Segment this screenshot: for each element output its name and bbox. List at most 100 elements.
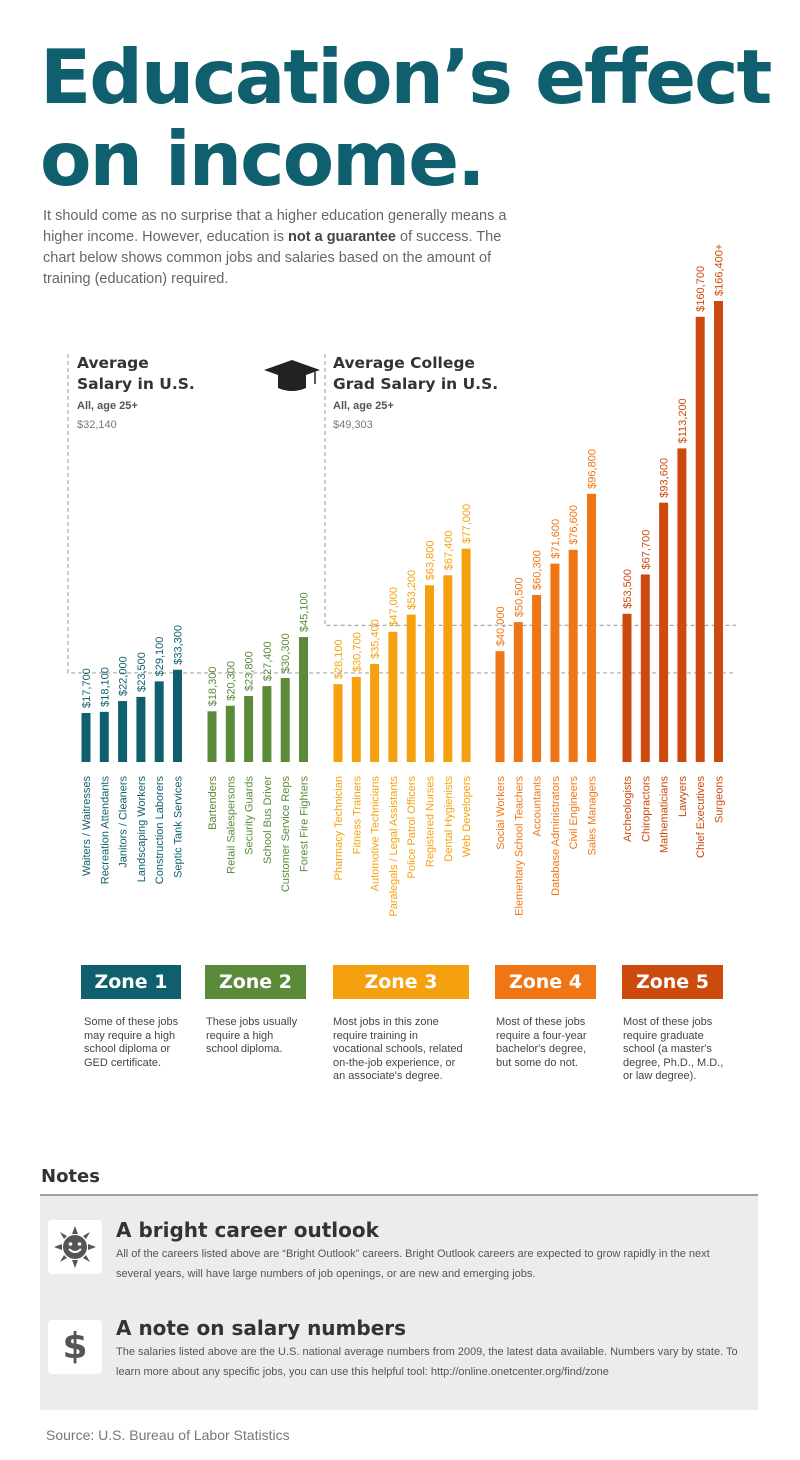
zone-1-description: Some of these jobs may require a high sc… — [84, 1016, 179, 1069]
job-label: Elementary School Teachers — [513, 776, 525, 916]
reference-lines — [67, 354, 736, 674]
bar-value-label: $33,300 — [173, 625, 185, 665]
bar — [173, 669, 182, 762]
bar — [568, 549, 578, 762]
job-label: Paralegals / Legal Assistants — [388, 776, 400, 917]
avg-salary-title: Average — [77, 354, 149, 372]
grad-salary-line — [324, 354, 736, 627]
job-label: School Bus Driver — [262, 776, 274, 864]
note-heading-salary: A note on salary numbers — [116, 1316, 407, 1340]
avg-salary-subtitle: All, age 25+ — [77, 400, 138, 412]
bar — [714, 301, 723, 762]
bar — [677, 448, 687, 762]
bar-value-label: $20,300 — [225, 661, 237, 701]
zone-4-description: Most of these jobs require a four-year b… — [496, 1016, 587, 1069]
bar — [587, 493, 596, 762]
job-label: Waiters / Waitresses — [81, 776, 93, 877]
job-label: Fitness Trainers — [351, 776, 363, 855]
bar-value-label: $23,800 — [244, 651, 256, 691]
notes-divider — [40, 1194, 758, 1196]
dollar-icon: $ — [48, 1320, 102, 1374]
page-title: Education’s effect on income. — [40, 33, 772, 203]
bar-value-label: $53,500 — [622, 569, 634, 609]
bar-value-label: $47,000 — [388, 587, 400, 627]
job-label: Archeologists — [622, 776, 634, 843]
grad-salary-title: Average College — [333, 354, 475, 372]
job-label: Landscaping Workers — [136, 776, 148, 883]
job-label: Web Developers — [461, 776, 473, 858]
avg-salary-title-line2: Salary in U.S. — [77, 375, 195, 393]
bar-value-label: $45,100 — [299, 592, 311, 632]
bar — [640, 574, 650, 762]
avg-salary-line — [67, 354, 736, 674]
job-label: Recreation Attendants — [99, 776, 111, 885]
bar-value-label: $17,700 — [81, 668, 93, 708]
job-label: Surgeons — [714, 776, 726, 824]
job-label: Social Workers — [495, 776, 507, 850]
zone-1-box: Zone 1 — [81, 965, 181, 999]
bar-value-label: $30,300 — [280, 633, 292, 673]
job-label: Registered Nurses — [425, 776, 437, 868]
zone-2-box: Zone 2 — [205, 965, 306, 999]
bar-value-label: $67,400 — [443, 531, 455, 571]
zone-3-box: Zone 3 — [333, 965, 469, 999]
notes-panel: A bright career outlook All of the caree… — [40, 1196, 758, 1410]
bar-value-label: $71,600 — [550, 519, 562, 559]
zone-5-box: Zone 5 — [622, 965, 723, 999]
bar — [333, 684, 343, 762]
job-label: Accountants — [532, 776, 544, 837]
bar — [406, 614, 416, 762]
job-label: Mathematicians — [659, 776, 671, 854]
bar-value-label: $76,600 — [568, 505, 580, 545]
grad-salary-title-line2: Grad Salary in U.S. — [333, 375, 498, 393]
job-label: Forest Fire Fighters — [299, 776, 311, 872]
sun-icon — [48, 1220, 102, 1274]
notes-title: Notes — [41, 1166, 100, 1187]
bar — [513, 622, 523, 762]
bar — [81, 712, 91, 762]
bar-value-label: $50,500 — [513, 577, 525, 617]
graduation-cap-icon — [264, 360, 320, 391]
bar-value-label: $60,300 — [532, 550, 544, 590]
source-note: Source: U.S. Bureau of Labor Statistics — [46, 1427, 290, 1443]
intro-text-end: of success. The chart below shows common… — [43, 229, 502, 287]
bar-value-label: $96,800 — [587, 449, 599, 489]
bars: $17,700 Waiters / Waitresses $18,100 Recrea… — [81, 244, 726, 917]
zone-5-description: Most of these jobs require graduate scho… — [623, 1016, 724, 1082]
bar-value-label: $40,000 — [495, 606, 507, 646]
bar — [622, 613, 632, 762]
title-line-1: Education’s effect — [40, 33, 772, 121]
bar — [299, 637, 308, 762]
bar — [99, 711, 109, 762]
title-line-2: on income. — [40, 115, 486, 203]
job-label: Chiropractors — [640, 776, 652, 843]
job-label: Security Guards — [244, 776, 256, 855]
bar-value-label: $166,400+ — [714, 244, 726, 296]
job-label: Dental Hygienists — [443, 776, 455, 862]
bar-value-label: $29,100 — [154, 637, 166, 677]
job-label: Construction Laborers — [154, 776, 166, 885]
note-text-salary: The salaries listed above are the U.S. n… — [116, 1346, 738, 1378]
avg-salary-value: $32,140 — [77, 419, 117, 431]
bar — [136, 696, 146, 762]
dollar-glyph: $ — [62, 1326, 88, 1367]
bar-value-label: $113,200 — [677, 398, 689, 443]
bar-value-label: $93,600 — [659, 458, 671, 498]
bar — [495, 651, 505, 762]
bar — [351, 676, 361, 762]
bar — [461, 548, 471, 762]
bar-value-label: $22,000 — [118, 656, 130, 696]
bar-value-label: $27,400 — [262, 641, 274, 681]
salary-bar-chart: Average Salary in U.S. All, age 25+ $32,… — [67, 244, 736, 917]
bar-value-label: $18,300 — [207, 667, 219, 707]
bar — [425, 585, 434, 762]
note-text-outlook: All of the careers listed above are “Bri… — [116, 1248, 710, 1280]
bar — [207, 711, 217, 762]
note-heading-outlook: A bright career outlook — [116, 1218, 379, 1242]
bar-value-label: $23,500 — [136, 652, 148, 692]
zone-2-description: These jobs usually require a high school… — [206, 1016, 298, 1055]
bar-value-label: $28,100 — [333, 639, 345, 679]
bar — [388, 631, 398, 762]
bar — [244, 696, 254, 762]
bar — [695, 316, 705, 762]
